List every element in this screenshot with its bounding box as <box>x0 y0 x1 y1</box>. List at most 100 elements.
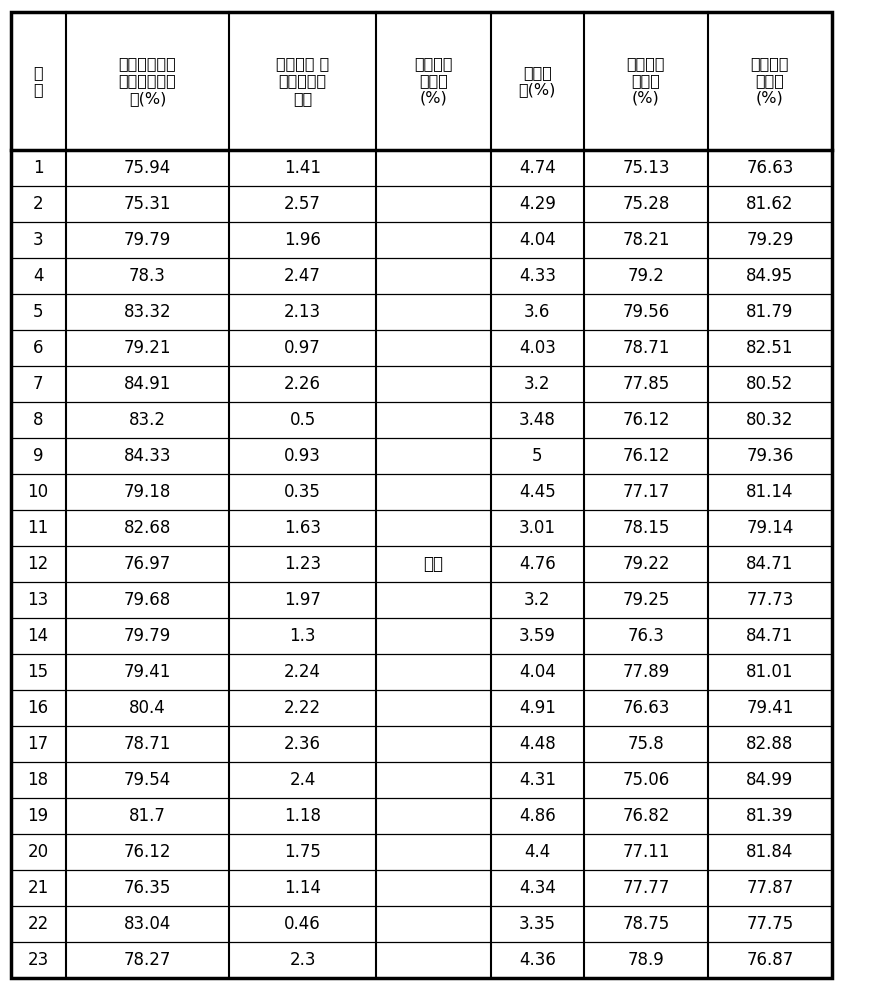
Text: 75.8: 75.8 <box>627 735 664 753</box>
Text: 76.3: 76.3 <box>627 627 664 645</box>
Text: 3.01: 3.01 <box>519 519 556 537</box>
Text: 0.93: 0.93 <box>284 447 321 465</box>
Text: 79.2: 79.2 <box>627 267 664 285</box>
Text: 79.79: 79.79 <box>124 231 171 249</box>
Text: 11: 11 <box>27 519 49 537</box>
Text: 2.3: 2.3 <box>290 951 315 969</box>
Text: 8: 8 <box>33 411 43 429</box>
Text: 75.13: 75.13 <box>622 159 670 177</box>
Text: 1: 1 <box>33 159 43 177</box>
Text: 13: 13 <box>27 591 49 609</box>
Text: 19: 19 <box>27 807 49 825</box>
Text: 76.63: 76.63 <box>622 699 670 717</box>
Text: 77.89: 77.89 <box>622 663 670 681</box>
Text: 大肠杆菌
抑菌率
(%): 大肠杆菌 抑菌率 (%) <box>626 56 665 106</box>
Text: 78.71: 78.71 <box>622 339 670 357</box>
Text: 2.4: 2.4 <box>290 771 315 789</box>
Text: 81.79: 81.79 <box>746 303 794 321</box>
Text: 81.14: 81.14 <box>746 483 794 501</box>
Text: 80.52: 80.52 <box>746 375 794 393</box>
Text: 2.47: 2.47 <box>284 267 321 285</box>
Text: 0.35: 0.35 <box>284 483 321 501</box>
Text: 78.71: 78.71 <box>124 735 171 753</box>
Text: 81.7: 81.7 <box>129 807 166 825</box>
Text: 0.97: 0.97 <box>284 339 321 357</box>
Text: 82.88: 82.88 <box>746 735 794 753</box>
Text: 序
号: 序 号 <box>34 65 43 97</box>
Text: 79.29: 79.29 <box>746 231 794 249</box>
Text: 78.21: 78.21 <box>622 231 670 249</box>
Text: 22: 22 <box>27 915 49 933</box>
Text: 5: 5 <box>33 303 43 321</box>
Text: 芦荟纤维以及
羊毛纤维的含
量(%): 芦荟纤维以及 羊毛纤维的含 量(%) <box>119 56 176 106</box>
Text: 79.21: 79.21 <box>124 339 171 357</box>
Text: 4.76: 4.76 <box>519 555 556 573</box>
Text: 15: 15 <box>27 663 49 681</box>
Text: 金黄色葡
萄球菌
(%): 金黄色葡 萄球菌 (%) <box>750 56 789 106</box>
Text: 余量: 余量 <box>424 555 443 573</box>
Text: 12: 12 <box>27 555 49 573</box>
Text: 4.31: 4.31 <box>519 771 556 789</box>
Text: 78.3: 78.3 <box>129 267 166 285</box>
Text: 0.46: 0.46 <box>284 915 321 933</box>
Text: 79.41: 79.41 <box>124 663 171 681</box>
Text: 2.22: 2.22 <box>284 699 321 717</box>
Text: 1.3: 1.3 <box>290 627 315 645</box>
Text: 3.2: 3.2 <box>525 375 550 393</box>
Text: 77.11: 77.11 <box>622 843 670 861</box>
Text: 9: 9 <box>33 447 43 465</box>
Text: 4.04: 4.04 <box>519 231 556 249</box>
Text: 84.95: 84.95 <box>746 267 794 285</box>
Text: 76.97: 76.97 <box>124 555 171 573</box>
Text: 76.35: 76.35 <box>124 879 171 897</box>
Text: 77.17: 77.17 <box>622 483 670 501</box>
Text: 5: 5 <box>532 447 542 465</box>
Text: 4.36: 4.36 <box>519 951 556 969</box>
Text: 79.18: 79.18 <box>124 483 171 501</box>
Text: 75.94: 75.94 <box>124 159 171 177</box>
Text: 79.25: 79.25 <box>622 591 670 609</box>
Text: 7: 7 <box>33 375 43 393</box>
Text: 1.23: 1.23 <box>284 555 321 573</box>
Text: 芦荟纤维 与
羊毛纤维的
比例: 芦荟纤维 与 羊毛纤维的 比例 <box>276 56 330 106</box>
Text: 21: 21 <box>27 879 49 897</box>
Text: 79.68: 79.68 <box>124 591 171 609</box>
Text: 75.31: 75.31 <box>124 195 171 213</box>
Text: 10: 10 <box>27 483 49 501</box>
Text: 77.77: 77.77 <box>622 879 670 897</box>
Text: 2.36: 2.36 <box>284 735 321 753</box>
Text: 81.39: 81.39 <box>746 807 794 825</box>
Text: 79.56: 79.56 <box>622 303 670 321</box>
Text: 4.45: 4.45 <box>519 483 556 501</box>
Text: 78.15: 78.15 <box>622 519 670 537</box>
Text: 1.96: 1.96 <box>284 231 321 249</box>
Text: 4.86: 4.86 <box>519 807 556 825</box>
Text: 1.75: 1.75 <box>284 843 321 861</box>
Text: 77.75: 77.75 <box>746 915 794 933</box>
Text: 76.12: 76.12 <box>622 447 670 465</box>
Text: 78.9: 78.9 <box>627 951 664 969</box>
Text: 79.36: 79.36 <box>746 447 794 465</box>
Text: 79.14: 79.14 <box>746 519 794 537</box>
Text: 16: 16 <box>27 699 49 717</box>
Text: 77.87: 77.87 <box>746 879 794 897</box>
Text: 81.84: 81.84 <box>746 843 794 861</box>
Text: 3.6: 3.6 <box>525 303 550 321</box>
Text: 2.13: 2.13 <box>284 303 321 321</box>
Text: 3.59: 3.59 <box>519 627 556 645</box>
Text: 84.99: 84.99 <box>746 771 794 789</box>
Text: 20: 20 <box>27 843 49 861</box>
Text: 77.85: 77.85 <box>622 375 670 393</box>
Text: 2: 2 <box>33 195 43 213</box>
Text: 23: 23 <box>27 951 49 969</box>
Text: 78.27: 78.27 <box>124 951 171 969</box>
Text: 3.35: 3.35 <box>519 915 556 933</box>
Text: 80.32: 80.32 <box>746 411 794 429</box>
Text: 2.26: 2.26 <box>284 375 321 393</box>
Text: 3.48: 3.48 <box>519 411 556 429</box>
Text: 4.74: 4.74 <box>519 159 556 177</box>
Text: 81.62: 81.62 <box>746 195 794 213</box>
Text: 76.12: 76.12 <box>622 411 670 429</box>
Text: 3.2: 3.2 <box>525 591 550 609</box>
Text: 79.54: 79.54 <box>124 771 171 789</box>
